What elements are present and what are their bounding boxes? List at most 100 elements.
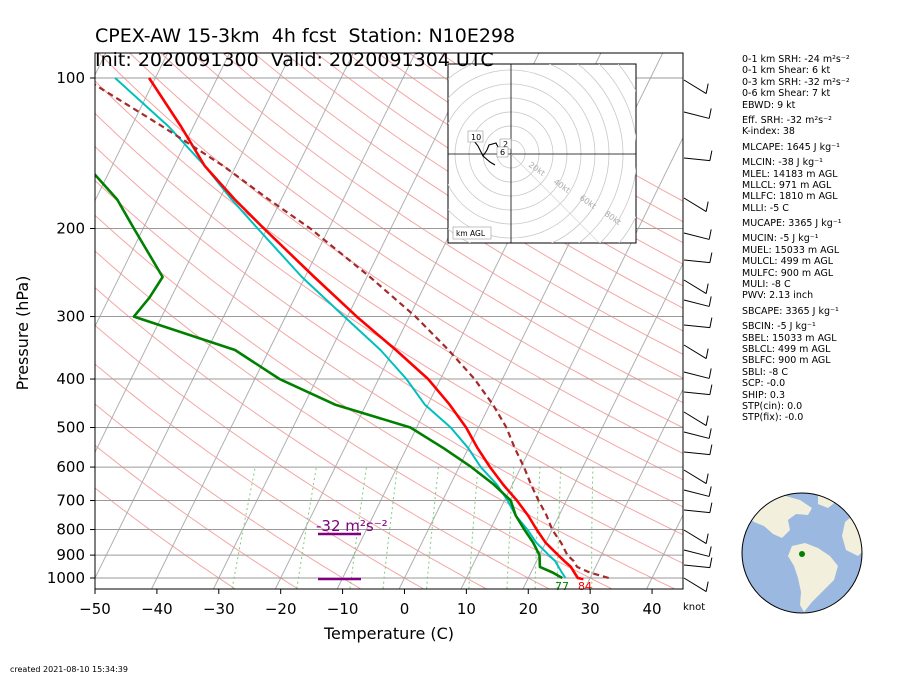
dry-adiabat — [95, 363, 424, 589]
mixing-ratio-line — [506, 467, 515, 589]
y-tick-label: 500 — [56, 418, 85, 436]
hodograph-height-label: 10 — [471, 133, 481, 142]
srh-label: -32 m²s⁻² — [316, 517, 388, 535]
wind-barb-flag — [705, 83, 709, 94]
sounding-parameter: MUCAPE: 3365 J kg⁻¹ — [742, 218, 842, 230]
sounding-parameter: MLEL: 14183 m AGL — [742, 168, 838, 180]
sounding-profiles — [95, 77, 610, 581]
dry-adiabat — [95, 145, 683, 536]
x-tick-label: −30 — [203, 600, 235, 618]
wind-barb-flag — [705, 581, 709, 592]
wind-barb-flag — [709, 557, 713, 568]
isotherm — [95, 53, 169, 202]
sounding-parameter: MLLI: -5 C — [742, 202, 789, 214]
wind-barb — [683, 232, 710, 240]
sounding-parameter: EBWD: 9 kt — [742, 99, 796, 111]
dry-adiabat — [95, 403, 361, 589]
sounding-parameter: MLCIN: -38 J kg⁻¹ — [742, 157, 823, 169]
wind-barb — [683, 411, 707, 427]
wind-barb — [683, 259, 710, 264]
wind-barb — [683, 431, 710, 439]
wind-barb — [683, 577, 707, 593]
wind-barb-flag — [708, 546, 712, 557]
sounding-parameter: MULI: -8 C — [742, 279, 791, 291]
x-tick-label: 10 — [457, 600, 476, 618]
wind-barb — [683, 564, 710, 569]
wind-barb-flag — [708, 486, 712, 497]
sounding-parameter: 0-3 km SRH: -32 m²s⁻² — [742, 76, 850, 88]
y-tick-label: 100 — [56, 69, 85, 87]
sounding-parameter: STP(fix): -0.0 — [742, 412, 804, 424]
x-tick-label: −50 — [79, 600, 111, 618]
sounding-parameter: SBLFC: 900 m AGL — [742, 355, 831, 367]
wind-barb — [683, 509, 710, 514]
dry-adiabat — [98, 53, 683, 454]
wind-barb-flag — [705, 533, 709, 544]
y-tick-label: 900 — [56, 546, 85, 564]
wind-barb — [683, 469, 707, 485]
x-tick-label: 20 — [519, 600, 538, 618]
sounding-parameter: MULFC: 900 m AGL — [742, 267, 834, 279]
mixing-ratio-line — [556, 467, 562, 589]
sounding-parameter: SBLCL: 499 m AGL — [742, 343, 831, 355]
dry-adiabat — [95, 444, 298, 589]
wind-barb-flag — [708, 368, 712, 379]
background-lines — [95, 53, 683, 589]
hodograph-inset: 20kt 40kt 60kt 80kt 10 2 6 km AGL — [447, 63, 637, 244]
sounding-parameter: MLLCL: 971 m AGL — [742, 179, 832, 191]
mixing-ratio-line — [382, 467, 398, 589]
chart-subtitle: Init: 2020091300 Valid: 2020091304 UTC — [95, 49, 494, 71]
wind-barbs — [683, 79, 713, 593]
wind-barb — [683, 197, 707, 213]
isotherm — [460, 136, 683, 589]
wind-barb-flag — [709, 317, 713, 328]
dewpoint-profile — [95, 172, 563, 580]
hodograph-corner-label: km AGL — [456, 229, 486, 238]
sounding-parameter: PWV: 2.13 inch — [742, 290, 814, 302]
sounding-parameter: SBCAPE: 3365 J kg⁻¹ — [742, 305, 839, 317]
sounding-parameters: 0-1 km SRH: -24 m²s⁻² 0-1 km Shear: 6 kt 0… — [742, 54, 850, 424]
surface-dewpoint-label: 77 — [555, 580, 569, 593]
wind-barb — [683, 157, 710, 162]
dry-adiabat — [95, 324, 487, 589]
x-tick-label: 30 — [581, 600, 600, 618]
y-tick-label: 700 — [56, 492, 85, 510]
dry-adiabat — [346, 53, 683, 265]
wind-barb-flag — [708, 229, 712, 240]
created-timestamp: created 2021-08-10 15:34:39 — [10, 665, 128, 674]
sounding-parameter: MULCL: 499 m AGL — [742, 256, 834, 268]
srh-bars — [318, 532, 361, 581]
dry-adiabat — [284, 53, 683, 309]
isotherm — [95, 53, 107, 76]
sounding-parameter: SHIP: 0.3 — [742, 389, 786, 401]
mixing-ratio-line — [231, 467, 256, 589]
sounding-parameter: MLLFC: 1810 m AGL — [742, 191, 838, 203]
plot-frame — [94, 52, 684, 590]
dry-adiabat — [95, 487, 235, 589]
y-tick-label: 1000 — [47, 569, 85, 587]
barb-unit-label: knot — [683, 602, 705, 613]
dry-adiabat — [191, 53, 683, 379]
wind-barb — [683, 371, 710, 379]
mixing-ratio-line — [296, 467, 317, 589]
hodograph-height-label: 2 — [503, 140, 508, 149]
sounding-parameter: MUCIN: -5 J kg⁻¹ — [742, 233, 819, 245]
isotherm — [95, 53, 231, 328]
wind-barb — [683, 391, 710, 396]
isotherm — [95, 53, 354, 580]
y-tick-label: 400 — [56, 370, 85, 388]
wind-barb-flag — [708, 108, 712, 119]
x-tick-label: 40 — [643, 600, 662, 618]
wind-barb-flag — [708, 428, 712, 439]
wind-barb-flag — [709, 252, 713, 263]
mixing-ratio-line — [468, 467, 479, 589]
wind-barb — [683, 344, 707, 360]
dry-adiabat — [222, 53, 683, 355]
wind-barb-flag — [709, 384, 713, 395]
y-axis-ticks: 1000 900 800 700 600 500 400 300 200 100 — [47, 69, 95, 587]
wind-barb-flag — [705, 348, 709, 359]
y-axis-label: Pressure (hPa) — [13, 276, 32, 391]
wind-barb — [683, 451, 710, 456]
dry-adiabat — [95, 214, 675, 589]
sounding-parameter: Eff. SRH: -32 m²s⁻² — [742, 114, 832, 126]
